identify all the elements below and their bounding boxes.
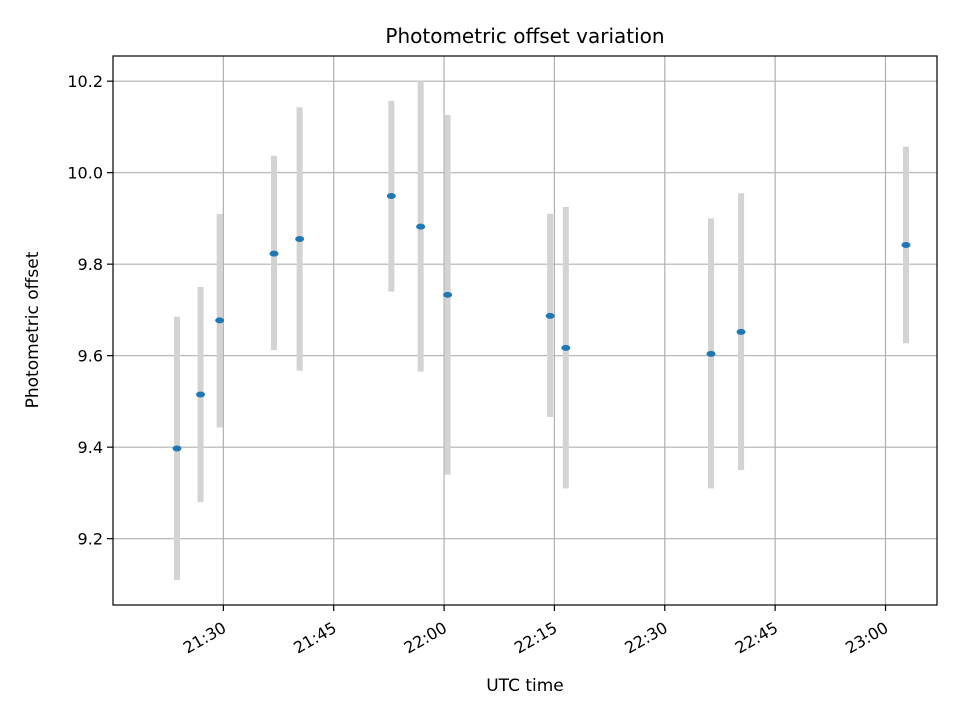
data-point [561, 344, 571, 351]
y-tick-label: 10.2 [67, 72, 103, 91]
y-tick-label: 9.4 [78, 438, 103, 457]
data-point [545, 312, 555, 319]
data-point [736, 328, 746, 335]
chart-title: Photometric offset variation [385, 24, 664, 48]
data-point [706, 350, 716, 357]
data-point [215, 317, 225, 324]
y-axis-ticks: 9.2 9.4 9.6 9.8 10.0 10.2 [67, 72, 113, 549]
data-point [196, 391, 206, 398]
grid [113, 56, 937, 605]
data-point [295, 236, 305, 242]
data-point [269, 250, 279, 257]
data-point [443, 291, 453, 298]
y-tick-label: 9.6 [78, 347, 103, 366]
y-axis-label: Photometric offset [23, 251, 43, 408]
plot-frame [112, 55, 938, 606]
x-axis-label: UTC time [486, 676, 564, 696]
data-point [172, 445, 182, 452]
y-tick-label: 10.0 [67, 164, 103, 183]
data-point [416, 223, 426, 230]
data-point [386, 192, 396, 199]
data-point [901, 241, 911, 248]
y-tick-label: 9.2 [78, 530, 103, 549]
data-points [172, 192, 911, 452]
y-tick-label: 9.8 [78, 255, 103, 274]
